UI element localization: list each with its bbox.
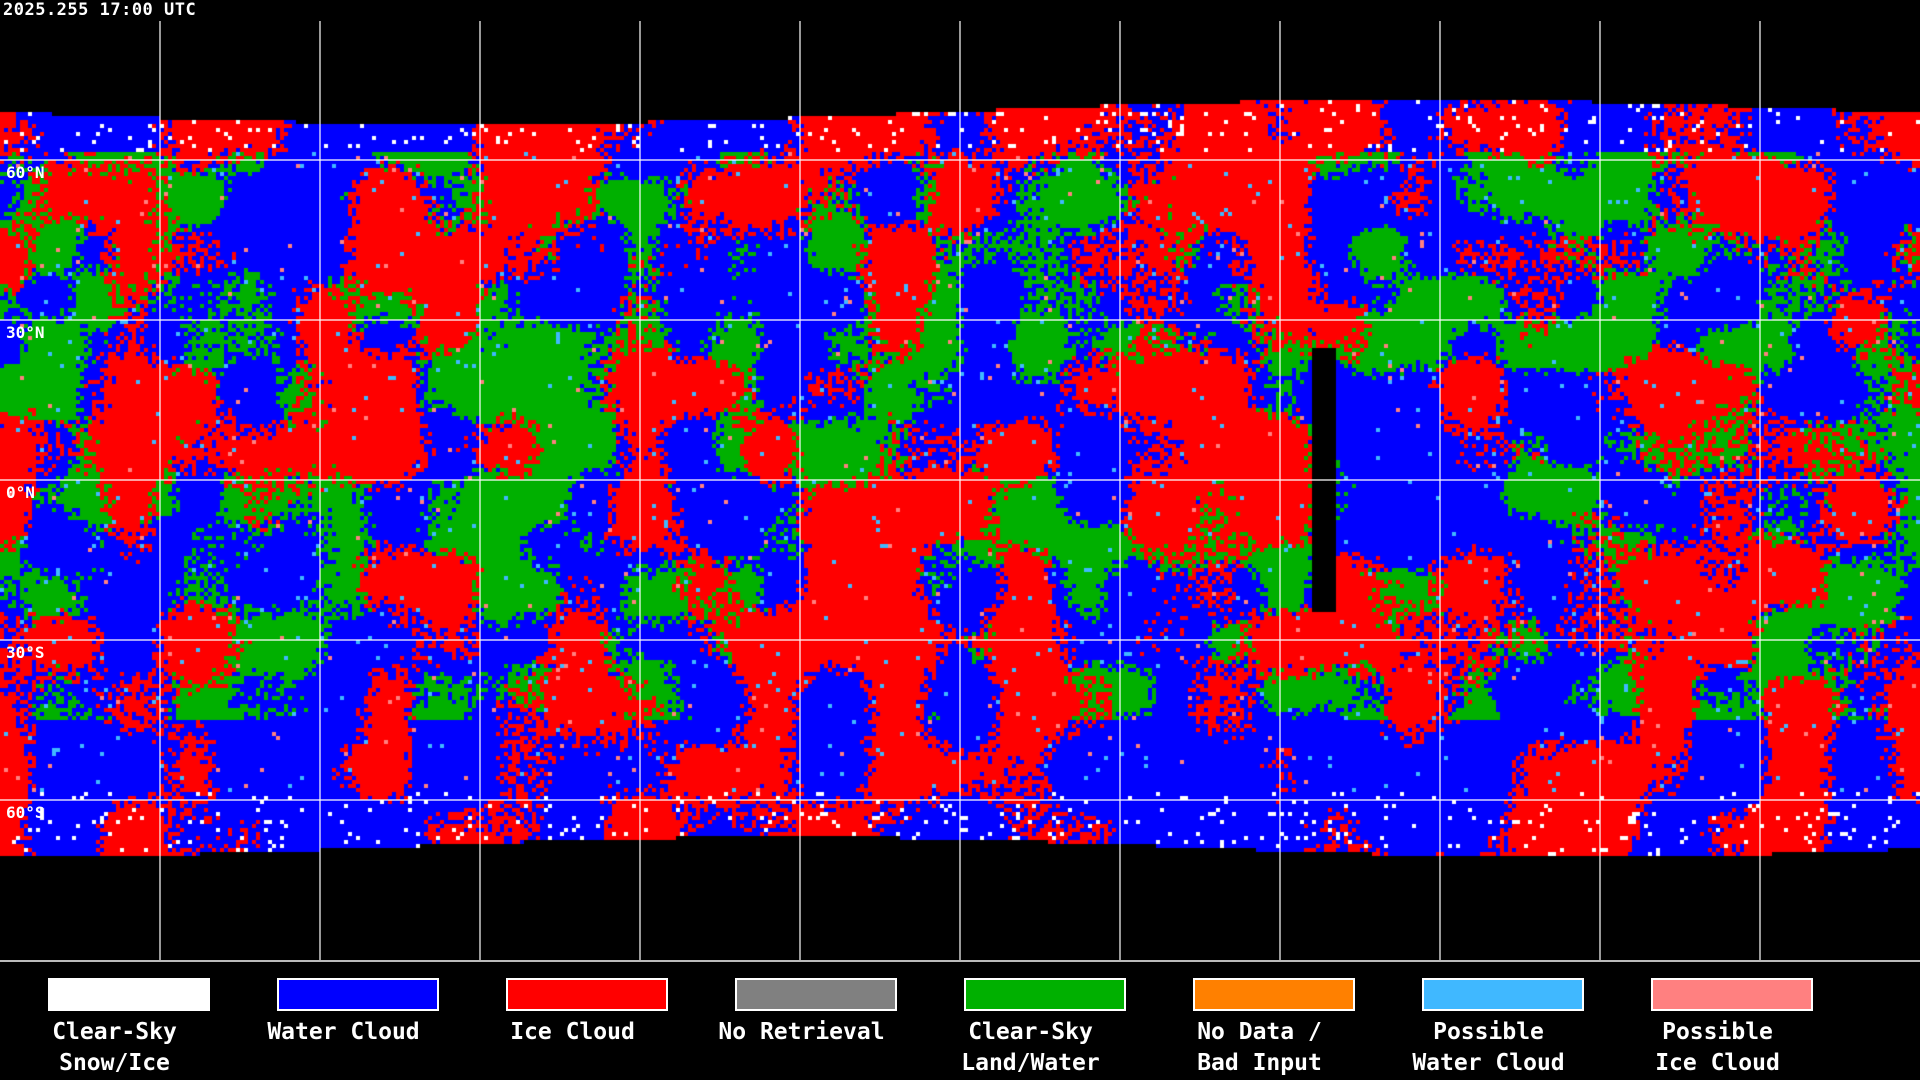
legend-label: No Retrieval: [718, 1019, 885, 1045]
legend-item-clear-sky-land-water: Clear-Sky Land/Water: [916, 978, 1145, 1079]
legend-label: Possible: [1433, 1019, 1544, 1045]
legend-item-ice-cloud: Ice Cloud: [458, 978, 687, 1048]
cloud-phase-map: 2025.255 17:00 UTC 60°N 30°N 0°N 30°S 60…: [0, 0, 1920, 960]
lat-label-0n: 0°N: [6, 483, 35, 502]
legend-swatch: [506, 978, 668, 1011]
map-border: [0, 960, 1920, 962]
legend-label: Possible: [1662, 1019, 1773, 1045]
legend-swatch: [964, 978, 1126, 1011]
legend-swatch: [277, 978, 439, 1011]
legend-swatch: [1422, 978, 1584, 1011]
legend-label: Bad Input: [1197, 1050, 1322, 1076]
legend-swatch: [1651, 978, 1813, 1011]
legend-item-water-cloud: Water Cloud: [229, 978, 458, 1048]
timestamp: 2025.255 17:00 UTC: [3, 0, 197, 20]
legend-label: Water Cloud: [267, 1019, 420, 1045]
lat-label-30s: 30°S: [6, 643, 45, 662]
legend-label: Water Cloud: [1412, 1050, 1565, 1076]
legend-label: No Data /: [1197, 1019, 1322, 1045]
legend-item-possible-water-cloud: Possible Water Cloud: [1374, 978, 1603, 1079]
legend-item-no-retrieval: No Retrieval: [687, 978, 916, 1048]
legend-swatch: [48, 978, 210, 1011]
lat-lon-grid: [0, 21, 1920, 960]
legend-item-possible-ice-cloud: Possible Ice Cloud: [1603, 978, 1832, 1079]
legend-swatch: [735, 978, 897, 1011]
legend-label: Clear-Sky: [52, 1019, 177, 1045]
lat-label-30n: 30°N: [6, 323, 45, 342]
legend-label: Land/Water: [961, 1050, 1100, 1076]
legend-label: Ice Cloud: [1655, 1050, 1780, 1076]
legend-item-clear-sky-snow-ice: Clear-Sky Snow/Ice: [0, 978, 229, 1079]
legend-label: Clear-Sky: [968, 1019, 1093, 1045]
legend-label: Snow/Ice: [59, 1050, 170, 1076]
legend-label: Ice Cloud: [510, 1019, 635, 1045]
lat-label-60s: 60°S: [6, 803, 45, 822]
lat-label-60n: 60°N: [6, 163, 45, 182]
legend-item-no-data: No Data / Bad Input: [1145, 978, 1374, 1079]
legend-swatch: [1193, 978, 1355, 1011]
